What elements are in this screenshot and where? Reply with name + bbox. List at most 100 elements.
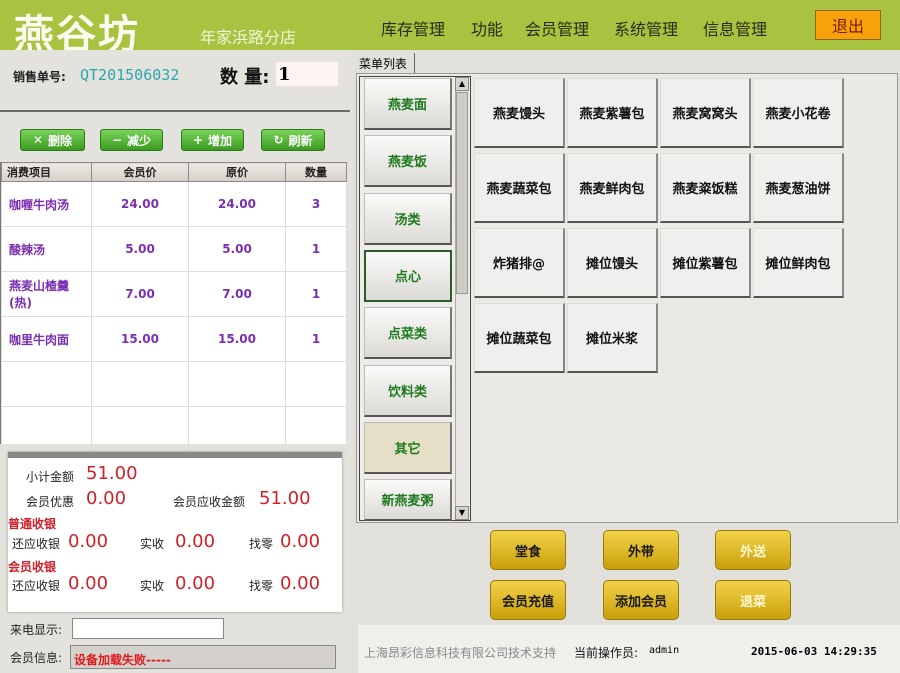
- dish-button[interactable]: 摊位米浆: [567, 303, 658, 373]
- cell-item: [1, 406, 92, 452]
- delete-button[interactable]: ✕ 删除: [20, 129, 85, 151]
- return-dish-button[interactable]: 退菜: [715, 580, 791, 620]
- dish-button[interactable]: 燕麦窝窝头: [660, 78, 751, 148]
- category-button[interactable]: 点菜类: [364, 307, 452, 360]
- discount-value: 0.00: [86, 488, 127, 509]
- quantity-input[interactable]: [276, 62, 338, 86]
- cell-item: 燕麦山楂羹(热): [1, 271, 92, 317]
- dish-button[interactable]: 摊位紫薯包: [660, 228, 751, 298]
- member-paid-label: 实收: [140, 579, 165, 593]
- member-due-value: 51.00: [259, 488, 311, 509]
- dish-button[interactable]: 摊位馒头: [567, 228, 658, 298]
- logout-button[interactable]: 退出: [815, 10, 881, 40]
- nav-system[interactable]: 系统管理: [614, 20, 679, 39]
- discount-label: 会员优惠: [26, 495, 75, 509]
- dish-button[interactable]: 摊位蔬菜包: [474, 303, 565, 373]
- cell-price: [188, 406, 286, 452]
- cell-qty: 1: [285, 226, 347, 272]
- member-recharge-button[interactable]: 会员充值: [490, 580, 566, 620]
- category-button[interactable]: 燕麦饭: [364, 135, 452, 188]
- scroll-down-icon[interactable]: ▼: [455, 506, 469, 520]
- table-row[interactable]: [1, 361, 347, 407]
- member-info-status: 设备加载失败-----: [70, 645, 336, 669]
- cell-member-price: 5.00: [91, 226, 189, 272]
- cell-item: [1, 361, 92, 407]
- caller-input[interactable]: [72, 618, 224, 639]
- cell-price: [188, 361, 286, 407]
- nav-members[interactable]: 会员管理: [525, 20, 590, 39]
- receipt-summary: 小计金额 51.00 会员优惠 0.00 会员应收金额 51.00 普通收银 还…: [8, 452, 342, 612]
- cell-member-price: 15.00: [91, 316, 189, 362]
- refresh-icon: ↻: [273, 133, 284, 147]
- order-table: 消费项目 会员价 原价 数量 咖喱牛肉汤 24.00 24.00 3 酸辣汤 5.00 5.…: [0, 162, 347, 452]
- delivery-button[interactable]: 外送: [715, 530, 791, 570]
- add-member-button[interactable]: 添加会员: [603, 580, 679, 620]
- cell-member-price: [91, 406, 189, 452]
- col-item[interactable]: 消费项目: [1, 162, 92, 182]
- dish-button[interactable]: 炸猪排@: [474, 228, 565, 298]
- cell-item: 酸辣汤: [1, 226, 92, 272]
- plus-icon: +: [192, 133, 204, 147]
- category-button[interactable]: 饮料类: [364, 364, 452, 417]
- dish-button[interactable]: 燕麦馒头: [474, 78, 565, 148]
- caller-label: 来电显示:: [10, 623, 63, 637]
- dish-button[interactable]: 燕麦小花卷: [753, 78, 844, 148]
- nav-inventory[interactable]: 库存管理: [381, 20, 446, 39]
- member-due2-value: 0.00: [68, 573, 109, 594]
- col-price[interactable]: 原价: [188, 162, 286, 182]
- cell-member-price: 7.00: [91, 271, 189, 317]
- member-change-label: 找零: [249, 579, 274, 593]
- category-button[interactable]: 点心: [364, 249, 452, 302]
- cell-qty: 1: [285, 316, 347, 362]
- subtotal-label: 小计金额: [26, 470, 75, 484]
- category-button[interactable]: 新燕麦粥: [364, 479, 452, 522]
- cell-qty: [285, 406, 347, 452]
- subtotal-value: 51.00: [86, 463, 138, 484]
- cell-member-price: [91, 361, 189, 407]
- scroll-up-icon[interactable]: ▲: [455, 77, 469, 91]
- decrease-button[interactable]: − 减少: [100, 129, 163, 151]
- normal-change-value: 0.00: [280, 531, 321, 552]
- takeaway-button[interactable]: 外带: [603, 530, 679, 570]
- order-no-label: 销售单号:: [13, 70, 66, 84]
- tab-menu-list[interactable]: 菜单列表: [357, 53, 415, 73]
- category-button[interactable]: 燕麦面: [364, 78, 452, 130]
- dish-button[interactable]: 燕麦葱油饼: [753, 153, 844, 223]
- col-member-price[interactable]: 会员价: [91, 162, 189, 182]
- dish-button[interactable]: 燕麦鲜肉包: [567, 153, 658, 223]
- datetime: 2015-06-03 14:29:35: [751, 645, 877, 658]
- category-button[interactable]: 汤类: [364, 192, 452, 245]
- branch-name: 年家浜路分店: [200, 28, 297, 47]
- normal-paid-value: 0.00: [175, 531, 216, 552]
- order-no: QT201506032: [80, 66, 180, 84]
- normal-due-value: 0.00: [68, 531, 109, 552]
- member-checkout-title: 会员收银: [8, 560, 57, 574]
- table-row[interactable]: 咖里牛肉面 15.00 15.00 1: [1, 316, 347, 362]
- category-button[interactable]: 其它: [364, 421, 452, 474]
- table-row[interactable]: 咖喱牛肉汤 24.00 24.00 3: [1, 181, 347, 227]
- table-row[interactable]: 燕麦山楂羹(热) 7.00 7.00 1: [1, 271, 347, 317]
- table-row[interactable]: [1, 406, 347, 452]
- cell-qty: [285, 361, 347, 407]
- cell-qty: 3: [285, 181, 347, 227]
- dish-button[interactable]: 燕麦粢饭糕: [660, 153, 751, 223]
- dish-button[interactable]: 燕麦紫薯包: [567, 78, 658, 148]
- refresh-label: 刷新: [288, 133, 313, 148]
- nav-info[interactable]: 信息管理: [703, 20, 768, 39]
- scrollbar-thumb[interactable]: [456, 92, 468, 294]
- nav-functions[interactable]: 功能: [471, 20, 504, 39]
- cell-member-price: 24.00: [91, 181, 189, 227]
- refresh-button[interactable]: ↻ 刷新: [261, 129, 325, 151]
- col-qty[interactable]: 数量: [285, 162, 347, 182]
- normal-checkout-title: 普通收银: [8, 517, 57, 531]
- increase-button[interactable]: + 增加: [181, 129, 244, 151]
- member-info-label: 会员信息:: [10, 651, 63, 665]
- normal-due-label: 还应收银: [12, 537, 61, 551]
- table-row[interactable]: 酸辣汤 5.00 5.00 1: [1, 226, 347, 272]
- dine-in-button[interactable]: 堂食: [490, 530, 566, 570]
- dish-button[interactable]: 燕麦蔬菜包: [474, 153, 565, 223]
- minus-icon: −: [111, 133, 123, 147]
- member-due2-label: 还应收银: [12, 579, 61, 593]
- dish-button[interactable]: 摊位鲜肉包: [753, 228, 844, 298]
- member-paid-value: 0.00: [175, 573, 216, 594]
